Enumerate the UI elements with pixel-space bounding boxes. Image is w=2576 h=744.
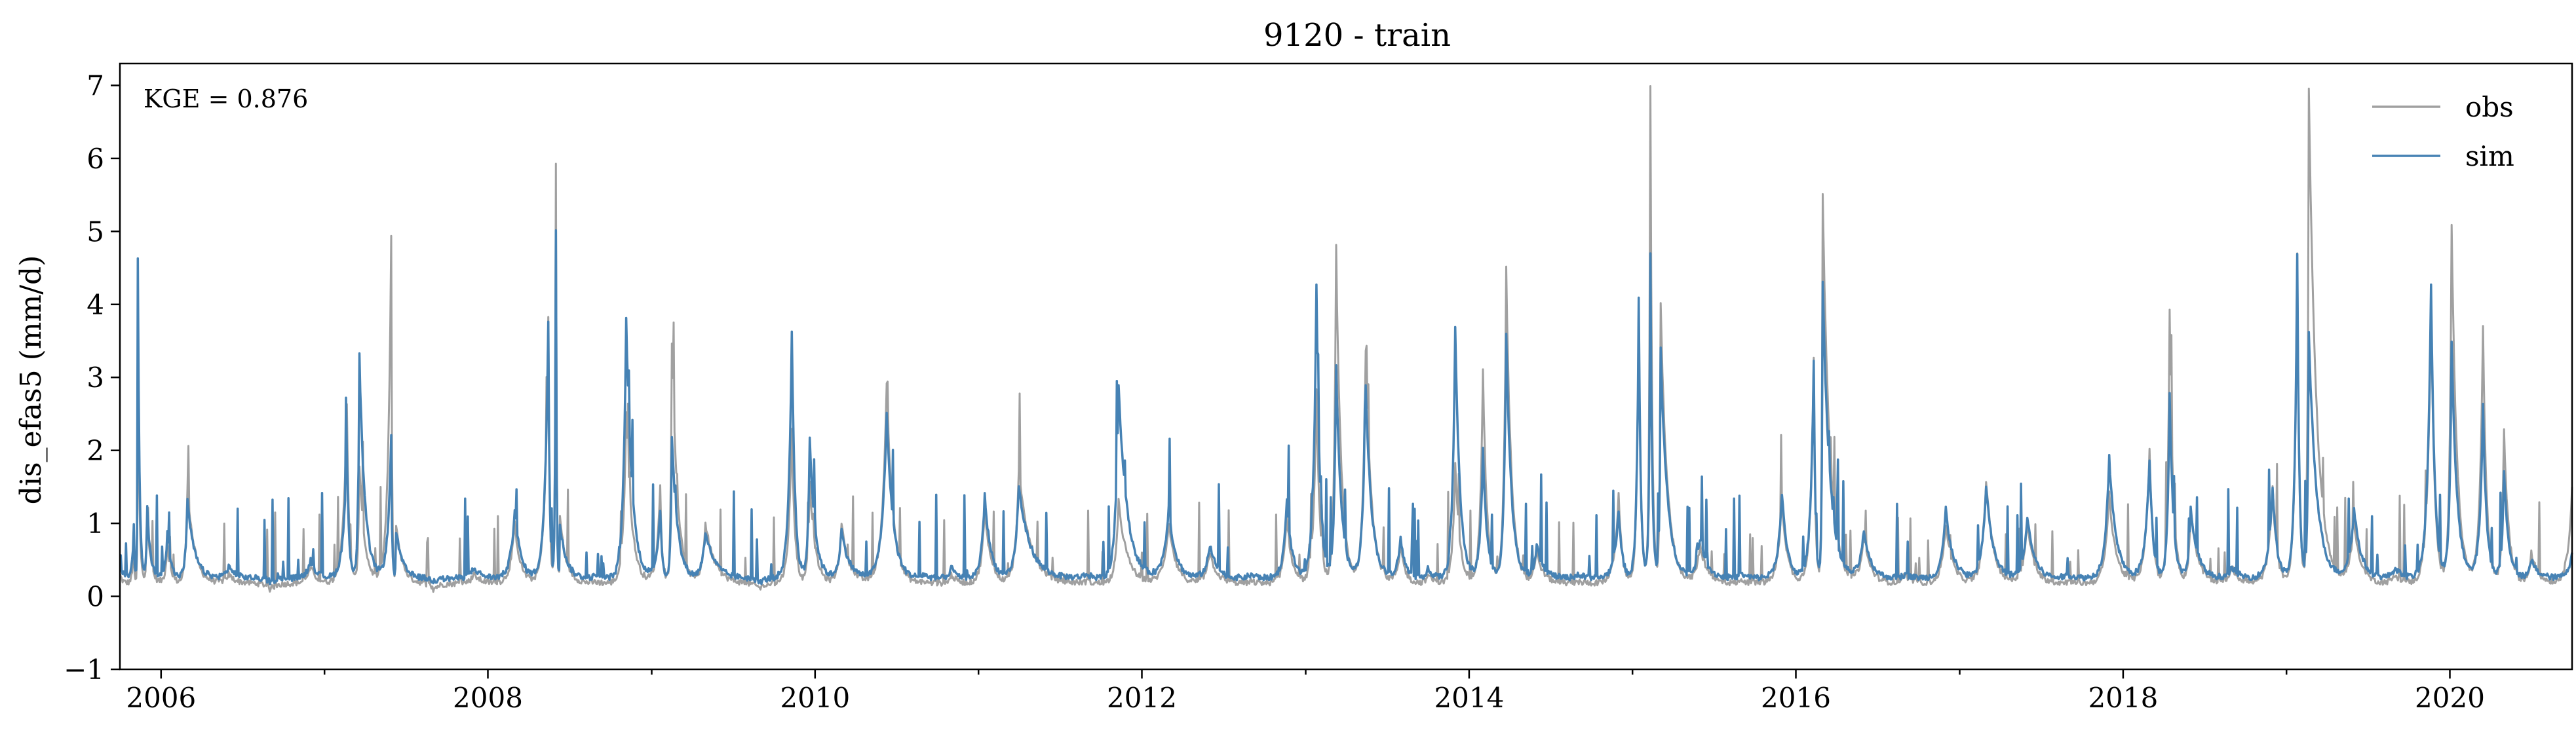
- y-tick-label: 4: [87, 289, 104, 321]
- legend-label-sim: sim: [2465, 140, 2514, 172]
- legend-label-obs: obs: [2465, 91, 2514, 123]
- x-tick-label: 2006: [126, 682, 196, 714]
- x-tick-label: 2016: [1761, 682, 1831, 714]
- y-tick-label: 5: [87, 215, 104, 248]
- x-tick-label: 2014: [1434, 682, 1504, 714]
- y-tick-label: 1: [87, 508, 104, 540]
- y-tick-label: 0: [87, 581, 104, 613]
- legend: obs sim: [2372, 91, 2514, 172]
- y-tick-label: 2: [87, 435, 104, 467]
- x-tick-label: 2010: [780, 682, 850, 714]
- series-line-sim: [120, 229, 2573, 586]
- x-tick-label: 2008: [453, 682, 523, 714]
- y-axis-label: dis_efas5 (mm/d): [14, 255, 48, 505]
- x-tick-label: 2018: [2088, 682, 2158, 714]
- y-tick-label: 6: [87, 143, 104, 175]
- kge-annotation: KGE = 0.876: [144, 84, 308, 113]
- y-tick-label: 3: [87, 362, 104, 394]
- x-tick-label: 2012: [1107, 682, 1177, 714]
- plot-frame: [119, 62, 2573, 671]
- y-tick-label: −1: [64, 654, 104, 686]
- chart-title: 9120 - train: [1263, 17, 1451, 54]
- plot-area: [119, 62, 2573, 671]
- x-axis: 2006 2008 2010 2012 2014 2016 2018 2020: [126, 669, 2485, 714]
- y-axis: −1 0 1 2 3 4 5 6 7: [64, 69, 120, 686]
- x-tick-label: 2020: [2415, 682, 2485, 714]
- series-layer: [120, 85, 2573, 593]
- y-tick-label: 7: [87, 69, 104, 102]
